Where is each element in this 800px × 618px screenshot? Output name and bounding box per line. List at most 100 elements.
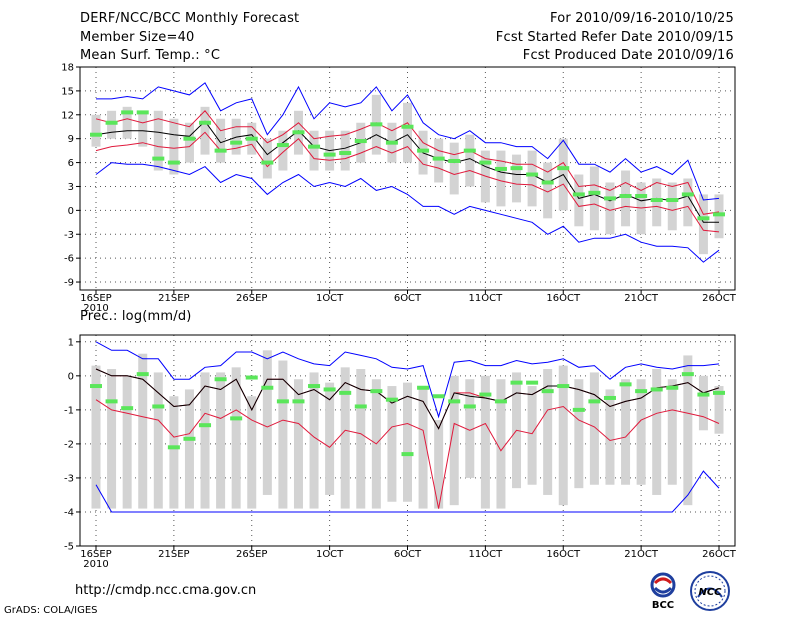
prec-median (308, 384, 321, 389)
prec-box (293, 379, 303, 509)
prec-median (494, 399, 507, 404)
prec-box (216, 372, 226, 509)
prec-box (169, 396, 179, 509)
prec-median (603, 395, 616, 400)
prec-median (448, 399, 461, 404)
temp-median (494, 166, 507, 171)
temp-median (526, 172, 539, 177)
prec-median (666, 385, 679, 390)
ncc-logo-text: NCC (698, 587, 722, 598)
temp-median (603, 196, 616, 201)
prec-box (418, 386, 428, 509)
temp-median (230, 140, 243, 145)
prec-median (588, 399, 601, 404)
prec-box (558, 365, 568, 506)
temp-box (543, 162, 553, 219)
prec-median (167, 445, 180, 450)
temp-median (401, 124, 414, 129)
prec-box (387, 386, 397, 502)
prec-box (480, 375, 490, 509)
prec-box (683, 355, 693, 506)
prec-ytick-label: -3 (64, 473, 74, 484)
temp-median (681, 192, 694, 197)
temp-ytick-label: 3 (68, 182, 74, 193)
prec-box (122, 375, 132, 509)
prec-series-q25 (95, 399, 720, 509)
prec-ytick-label: 1 (68, 337, 74, 348)
temp-box (667, 182, 677, 231)
prec-box (605, 389, 615, 485)
temp-box (216, 118, 226, 163)
forecast-started-date: Fcst Started Refer Date 2010/09/15 (495, 30, 734, 45)
prec-box (138, 353, 148, 509)
temp-median (199, 120, 212, 125)
prec-box (496, 379, 506, 509)
prec-median (276, 399, 289, 404)
temp-box (309, 130, 319, 171)
prec-xtick-label: 6OCT (394, 549, 422, 560)
prec-xtick-label: 16OCT (546, 549, 581, 560)
prec-box (667, 379, 677, 485)
prec-box (714, 386, 724, 434)
prec-box (309, 372, 319, 509)
temp-box (449, 142, 459, 195)
prec-xtick-label: 26SEP (236, 549, 267, 560)
temp-box (340, 130, 350, 171)
prec-ytick-label: 0 (68, 371, 74, 382)
prec-box (247, 396, 257, 509)
temp-xtick-label: 11OCT (469, 293, 504, 304)
temp-series-q75 (95, 110, 720, 215)
temp-ytick-label: 12 (61, 110, 74, 121)
temp-box (184, 122, 194, 163)
temp-xtick-year: 2010 (83, 303, 108, 314)
temp-xtick-label: 1OCT (316, 293, 344, 304)
temp-box (91, 114, 101, 147)
temp-median (557, 166, 570, 171)
prec-median (230, 416, 243, 421)
temp-box (605, 182, 615, 235)
grads-credit: GrADS: COLA/IGES (4, 605, 98, 616)
temp-ytick-label: 6 (68, 158, 74, 169)
prec-box (403, 382, 412, 502)
panel2-variable-label: Prec.: log(mm/d) (80, 309, 192, 324)
temp-xtick-label: 16OCT (546, 293, 581, 304)
temp-median (417, 148, 430, 153)
temp-box (527, 150, 537, 207)
ncc-logo: NCC (688, 570, 732, 612)
bcc-logo: BCC (641, 571, 685, 611)
temp-box (698, 194, 708, 255)
temp-median (448, 158, 461, 163)
temp-median (572, 192, 585, 197)
prec-xtick-year: 2010 (83, 559, 108, 570)
prec-median (713, 390, 725, 395)
temp-median (463, 148, 476, 153)
bcc-logo-text: BCC (652, 600, 674, 611)
prec-median (292, 399, 305, 404)
prec-xtick-label: 21SEP (158, 549, 189, 560)
temp-box (512, 154, 522, 203)
temp-median (510, 166, 523, 171)
prec-median (557, 384, 570, 389)
prec-xtick-label: 1OCT (316, 549, 344, 560)
temp-median (152, 156, 165, 161)
member-size: Member Size=40 (80, 30, 195, 45)
forecast-produced-date: Fcst Produced Date 2010/09/16 (522, 48, 734, 63)
temp-median (370, 122, 383, 127)
temp-ytick-label: 15 (61, 86, 74, 97)
prec-ytick-label: -4 (64, 507, 74, 518)
temp-median (635, 194, 648, 199)
prec-box (574, 379, 584, 489)
source-url[interactable]: http://cmdp.ncc.cma.gov.cn (75, 583, 257, 598)
temp-median (650, 198, 663, 203)
prec-box (465, 379, 475, 478)
prec-box (527, 386, 537, 485)
prec-box (621, 379, 631, 485)
temp-box (138, 110, 148, 147)
prec-box (153, 372, 163, 509)
temp-median (354, 139, 367, 144)
prec-box (278, 360, 288, 509)
prec-xtick-label: 11OCT (469, 549, 504, 560)
